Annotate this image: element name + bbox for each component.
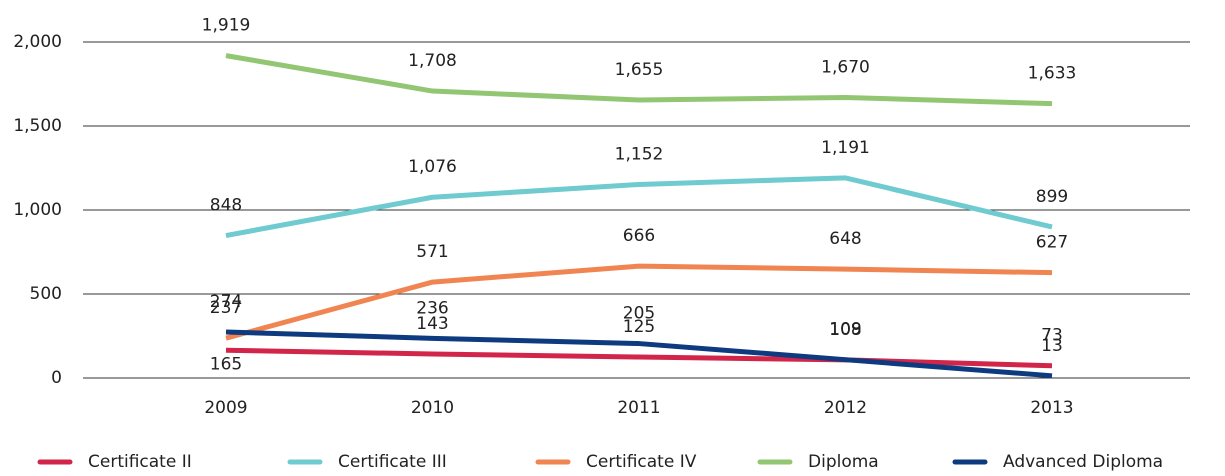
data-label: 899 bbox=[1036, 187, 1068, 207]
legend-label: Diploma bbox=[808, 452, 879, 472]
data-label: 73 bbox=[1041, 326, 1063, 346]
legend-label: Certificate IV bbox=[586, 452, 697, 472]
data-label: 666 bbox=[623, 226, 655, 246]
x-tick-label: 2012 bbox=[824, 398, 867, 418]
data-label: 1,708 bbox=[408, 51, 457, 71]
data-label: 1,633 bbox=[1028, 64, 1077, 84]
y-tick-label: 500 bbox=[30, 284, 62, 304]
legend-label: Advanced Diploma bbox=[1003, 452, 1163, 472]
line bbox=[225, 53, 1053, 107]
data-label: 1,076 bbox=[408, 157, 457, 177]
x-tick-label: 2009 bbox=[204, 398, 247, 418]
legend-label: Certificate III bbox=[338, 452, 447, 472]
data-label: 1,152 bbox=[615, 144, 664, 164]
data-label: 236 bbox=[416, 298, 448, 318]
legend-label: Certificate II bbox=[88, 452, 192, 472]
data-label: 571 bbox=[416, 242, 448, 262]
y-tick-label: 0 bbox=[51, 368, 62, 388]
y-tick-label: 2,000 bbox=[13, 32, 62, 52]
data-label: 274 bbox=[210, 292, 242, 312]
data-label: 1,670 bbox=[821, 57, 870, 77]
y-tick-label: 1,500 bbox=[13, 116, 62, 136]
line bbox=[225, 329, 1053, 379]
data-label: 1,191 bbox=[821, 138, 870, 158]
data-label: 125 bbox=[623, 317, 655, 337]
data-label: 109 bbox=[829, 320, 861, 340]
line bbox=[225, 263, 1053, 341]
data-label: 143 bbox=[416, 314, 448, 334]
data-label: 848 bbox=[210, 196, 242, 216]
data-label: 1,919 bbox=[202, 16, 251, 36]
data-label: 627 bbox=[1036, 233, 1068, 253]
x-tick-label: 2011 bbox=[617, 398, 660, 418]
data-label: 165 bbox=[210, 354, 242, 374]
x-tick-label: 2013 bbox=[1030, 398, 1073, 418]
x-tick-label: 2010 bbox=[411, 398, 454, 418]
data-label: 205 bbox=[623, 304, 655, 324]
line bbox=[225, 175, 1053, 238]
y-tick-label: 1,000 bbox=[13, 200, 62, 220]
data-label: 13 bbox=[1041, 336, 1063, 356]
data-label: 648 bbox=[829, 229, 861, 249]
data-label: 108 bbox=[829, 320, 861, 340]
data-label: 237 bbox=[210, 298, 242, 318]
line bbox=[225, 347, 1053, 369]
data-label: 1,655 bbox=[615, 60, 664, 80]
